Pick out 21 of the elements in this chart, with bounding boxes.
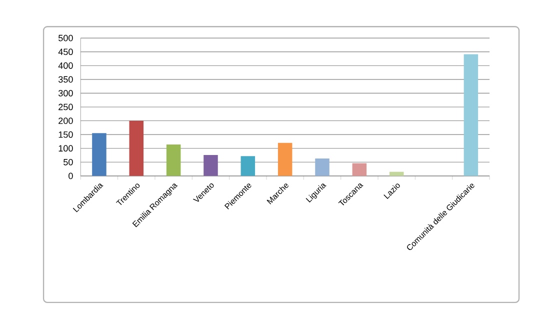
y-tick-label: 200 <box>58 118 73 124</box>
bar <box>352 163 367 176</box>
bar <box>204 154 218 176</box>
y-tick-label: 350 <box>58 76 73 83</box>
y-tick-label: 400 <box>58 62 73 69</box>
bar <box>240 156 256 176</box>
y-tick-label: 300 <box>58 90 73 96</box>
bar <box>389 172 404 176</box>
y-tick-label: 150 <box>58 131 73 138</box>
y-tick-label: 450 <box>58 48 73 56</box>
bar <box>129 120 144 176</box>
bar <box>315 158 330 176</box>
y-tick-label: 250 <box>58 104 73 110</box>
bar <box>278 142 292 176</box>
bar <box>92 133 106 176</box>
y-tick-label: 100 <box>58 145 73 152</box>
y-tick-label: 500 <box>58 34 73 42</box>
y-tick-label: 0 <box>68 172 73 180</box>
bar <box>464 54 478 176</box>
y-tick-label: 50 <box>64 158 73 166</box>
bar <box>166 144 181 176</box>
